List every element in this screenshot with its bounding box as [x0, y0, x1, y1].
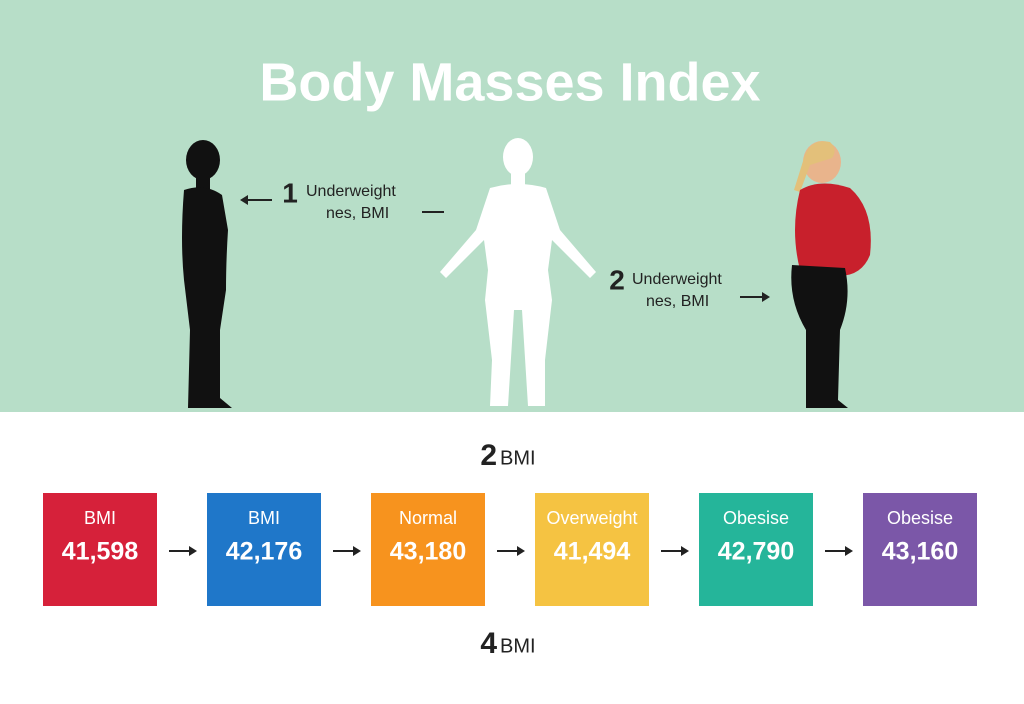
box-row: BMI 41,598 BMI 42,176 Normal 43,180 Overweight… [43, 493, 977, 606]
section-bottom: 4 BMI [480, 627, 535, 660]
box-background [535, 493, 649, 606]
arrow-head [845, 546, 853, 556]
arrow-head [681, 546, 689, 556]
bmi-box: BMI 42,176 [207, 493, 321, 606]
bottom-background [0, 412, 1024, 704]
box-label: BMI [84, 508, 116, 528]
box-value: 41,598 [62, 538, 139, 566]
bmi-box: Obesise 42,790 [699, 493, 813, 606]
title: Body Masses Index [259, 52, 760, 112]
box-value: 43,160 [882, 538, 958, 566]
annotation-2: 2 Underweight nes, BMI [609, 264, 770, 310]
right-figure [791, 141, 871, 408]
section-label: BMI [500, 635, 536, 657]
box-background [371, 493, 485, 606]
arrow-head [353, 546, 361, 556]
bmi-box: BMI 41,598 [43, 493, 157, 606]
box-background [699, 493, 813, 606]
section-number: 2 [480, 439, 497, 472]
box-background [207, 493, 321, 606]
annotation-text: Underweight [306, 183, 396, 200]
arrow-head [517, 546, 525, 556]
box-background [43, 493, 157, 606]
annotation-number: 1 [282, 177, 298, 208]
box-background [863, 493, 977, 606]
thin-silhouette [182, 140, 232, 408]
section-top: 2 BMI [480, 439, 535, 472]
bmi-box: Overweight 41,494 [535, 493, 649, 606]
bmi-box: Obesise 43,160 [863, 493, 977, 606]
annotation-number: 2 [609, 264, 625, 295]
box-label: Obesise [723, 508, 789, 528]
section-number: 4 [480, 627, 497, 660]
annotation-text: nes, BMI [326, 205, 389, 222]
box-value: 43,180 [390, 538, 466, 566]
box-label: Normal [399, 508, 457, 528]
annotation-1: 1 Underweight nes, BMI [240, 177, 444, 222]
annotation-text: Underweight [632, 271, 722, 288]
box-value: 42,176 [226, 538, 302, 566]
box-label: Obesise [887, 508, 953, 528]
box-value: 42,790 [718, 538, 794, 566]
section-label: BMI [500, 447, 536, 469]
annotation-text: nes, BMI [646, 293, 709, 310]
arrow-head [762, 292, 770, 302]
arrow-head [240, 195, 248, 205]
center-silhouette [440, 138, 596, 406]
arrow-head [189, 546, 197, 556]
box-value: 41,494 [554, 538, 631, 566]
box-label: Overweight [546, 508, 637, 528]
bmi-box: Normal 43,180 [371, 493, 485, 606]
box-label: BMI [248, 508, 280, 528]
